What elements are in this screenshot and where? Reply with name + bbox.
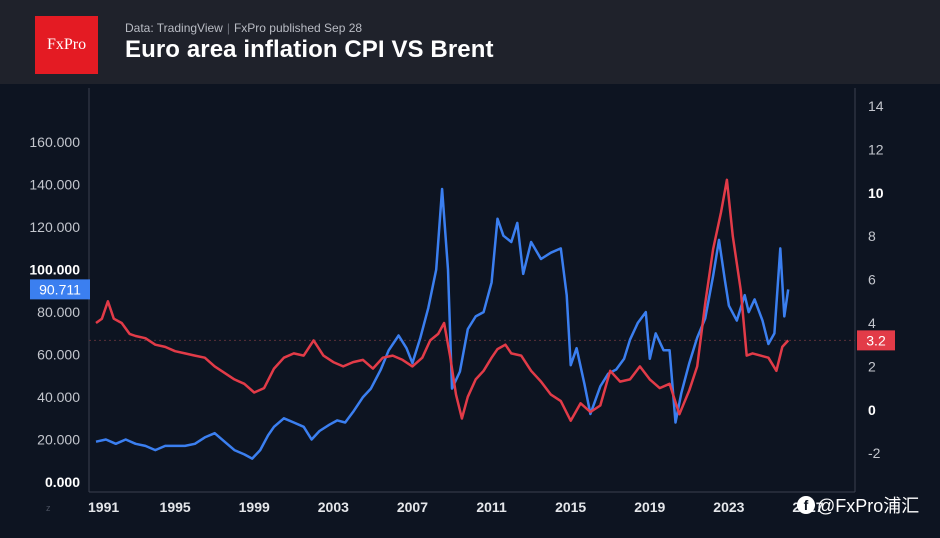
meta-separator: | [226,21,230,35]
last-value-label: 90.711 [39,281,81,297]
left-axis-tick-label: 100.000 [29,262,80,278]
right-axis-tick-label: 8 [868,228,876,244]
right-axis-tick-label: -2 [868,445,881,461]
x-axis-tick-label: 2003 [318,499,349,515]
right-axis-tick-label: 0 [868,402,876,418]
right-axis-tick-label: 4 [868,315,876,331]
x-axis-tick-label: 2007 [397,499,428,515]
x-axis-tick-label: 2011 [476,499,507,515]
last-value-badge [30,279,90,300]
watermark-text: @FxPro浦汇 [817,496,920,516]
x-axis-tick-label: 2019 [634,499,665,515]
left-axis-tick-label: 40.000 [37,389,80,405]
right-axis-tick-label: 10 [868,185,884,201]
right-axis-tick-label: 12 [868,141,884,157]
left-axis-tick-label: 160.000 [29,134,80,150]
brent-series-line [95,187,790,460]
chart-header: FxPro Data: TradingView | FxPro published … [0,0,940,84]
left-axis-tick-label: 80.000 [37,304,80,320]
tradingview-icon: z [46,503,51,513]
line-chart: 0.000 20.000 40.000 60.000 80.000 100.000 120.… [29,88,895,515]
watermark: f @FxPro浦汇 [797,492,919,518]
right-axis-tick-label: 6 [868,272,876,288]
x-axis-tick-label: 2023 [713,499,744,515]
x-axis-tick-label: 2015 [555,499,586,515]
chart-title: Euro area inflation CPI VS Brent [125,36,494,63]
chart-meta: Data: TradingView | FxPro published Sep 28 [125,21,362,35]
last-value-label: 3.2 [866,332,886,348]
left-axis-tick-label: 140.000 [29,177,80,193]
x-axis-tick-label: 1999 [239,499,270,515]
last-value-badge [857,330,895,351]
x-axis-tick-label: 1995 [160,499,191,515]
published-date: FxPro published Sep 28 [233,21,363,35]
left-axis-tick-label: 0.000 [45,474,80,490]
left-axis-tick-label: 60.000 [37,347,80,363]
left-axis-tick-label: 20.000 [37,432,80,448]
right-axis-tick-label: 14 [868,98,884,114]
left-axis-tick-label: 120.000 [29,219,80,235]
right-axis-tick-label: 2 [868,358,876,374]
data-source: Data: TradingView [125,21,223,35]
facebook-icon: f [797,496,815,514]
x-axis-tick-label: 1991 [88,499,119,515]
fxpro-logo: FxPro [35,16,98,74]
cpi-series-line [95,178,790,422]
